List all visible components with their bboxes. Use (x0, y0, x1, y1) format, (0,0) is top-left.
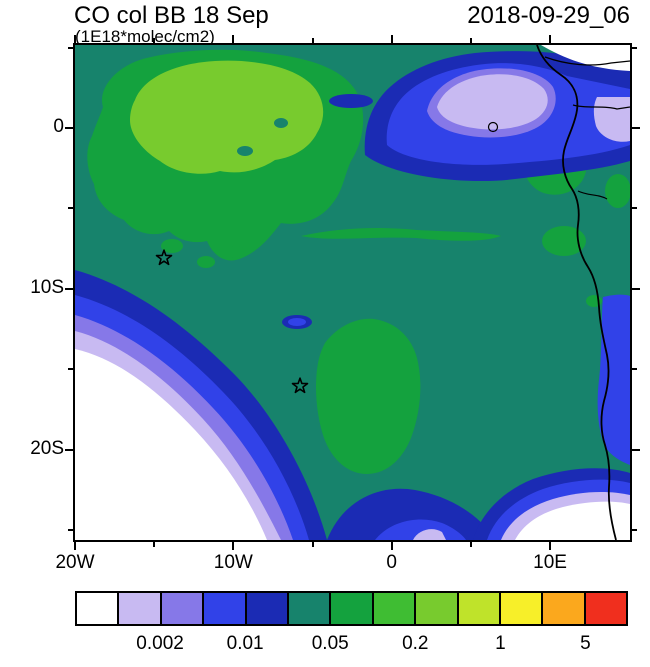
co-map (75, 45, 630, 540)
x-tick-minor (311, 542, 314, 547)
y-tick-minor (68, 207, 73, 210)
x-tick-label: 10W (213, 552, 253, 573)
colorbar-tick-label: 5 (580, 633, 591, 654)
colorbar-tick-label: 1 (495, 633, 506, 654)
colorbar-cell (583, 593, 627, 624)
colorbar-cell (371, 593, 415, 624)
x-tick-major (390, 35, 393, 43)
y-tick-major (632, 287, 640, 290)
co-plume-core-lightgreen (130, 60, 324, 174)
y-tick-label: 10S (30, 276, 64, 298)
page-title: CO col BB 18 Sep (74, 2, 269, 29)
x-tick-major (549, 35, 552, 43)
y-tick-major (65, 287, 73, 290)
colorbar-cell (244, 593, 287, 624)
colorbar-cell (159, 593, 203, 624)
low-co-dash-center (282, 315, 312, 329)
low-co-region-southwest (75, 270, 327, 540)
low-co-region-southeast (473, 468, 630, 540)
colorbar-tick-label: 0.05 (311, 633, 349, 654)
star-icon (291, 376, 309, 393)
africa-west-coastline (536, 45, 617, 540)
lake-outline (487, 121, 499, 133)
low-co-strip-east (597, 294, 630, 465)
x-tick-minor (153, 542, 156, 547)
y-tick-major (632, 448, 640, 451)
low-co-band-bottom-center (327, 488, 496, 540)
y-tick-major (65, 448, 73, 451)
colorbar-cell (77, 593, 118, 624)
y-tick-minor (68, 46, 73, 49)
y-tick-label: 20S (30, 437, 64, 459)
colorbar-cell (456, 593, 499, 624)
y-tick-minor (68, 368, 73, 371)
colorbar-cell (498, 593, 542, 624)
colorbar-cell (414, 593, 457, 624)
x-tick-major (390, 542, 393, 550)
x-tick-major (74, 35, 76, 43)
x-tick-minor (469, 38, 472, 43)
x-tick-major (232, 542, 235, 550)
star-marker (155, 249, 173, 267)
run-timestamp: 2018-09-29_06 (467, 2, 630, 29)
x-tick-label: 0 (386, 552, 397, 573)
star-marker (291, 376, 309, 395)
x-tick-label: 10E (533, 552, 567, 573)
y-tick-major (65, 127, 73, 130)
x-tick-minor (469, 542, 472, 547)
x-tick-major (549, 542, 552, 550)
y-tick-label: 0 (53, 116, 64, 138)
colorbar-tick-label: 0.2 (402, 633, 429, 654)
colorbar (75, 591, 628, 626)
colorbar-tick-label: 0.01 (226, 633, 264, 654)
y-tick-minor (632, 529, 637, 532)
star-icon (155, 249, 172, 266)
y-tick-minor (632, 46, 637, 49)
colorbar-cell (541, 593, 584, 624)
colorbar-cell (286, 593, 330, 624)
x-tick-minor (311, 38, 314, 43)
colorbar-cell (329, 593, 372, 624)
x-tick-major (232, 35, 235, 43)
units-label: (1E18*molec/cm2) (75, 27, 215, 46)
y-tick-major (632, 127, 640, 130)
y-tick-minor (632, 368, 637, 371)
y-tick-minor (68, 529, 73, 532)
colorbar-tick-label: 0.002 (136, 633, 184, 654)
y-tick-minor (632, 207, 637, 210)
x-tick-major (74, 542, 76, 550)
x-tick-label: 20W (55, 552, 95, 573)
colorbar-cell (117, 593, 160, 624)
colorbar-cell (202, 593, 245, 624)
map-plot-area (73, 43, 632, 542)
teal-holes-in-plume (237, 118, 288, 156)
low-co-corner-northeast (541, 45, 630, 71)
x-tick-minor (153, 38, 156, 43)
